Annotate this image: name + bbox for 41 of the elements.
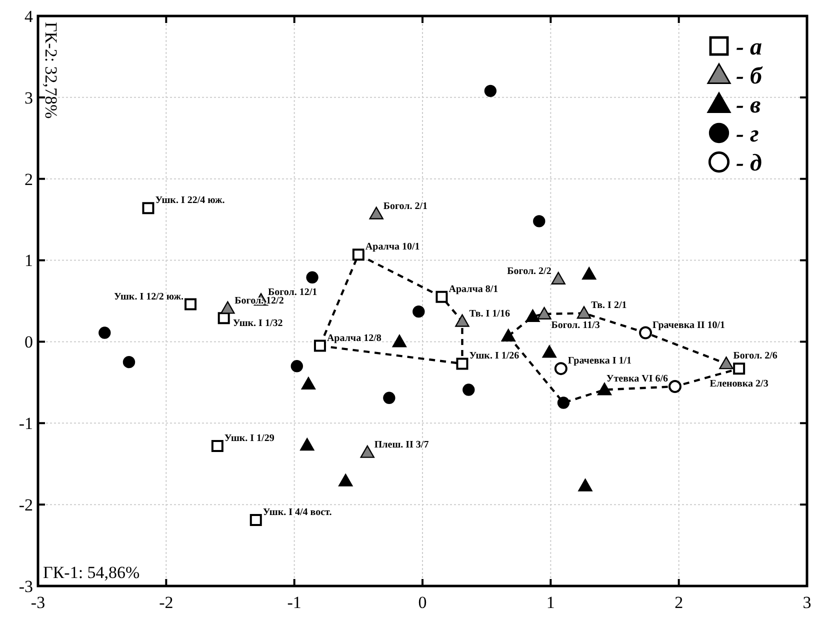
annotation: Ушк. I 1/29: [224, 432, 274, 444]
x-tick-label: 0: [418, 593, 427, 612]
legend-label: - в: [736, 92, 761, 118]
x-tick-label: -1: [287, 593, 302, 612]
y-tick-label: 3: [24, 88, 33, 108]
annotation: Богол. 2/6: [733, 350, 778, 362]
annotation: Утевка VI 6/6: [606, 374, 668, 384]
x-axis-title: ГК-1: 54,86%: [43, 563, 140, 582]
annotation: Ушк. I 1/32: [232, 318, 283, 330]
annotation: Ушк. I 12/2 юж.: [114, 291, 184, 302]
annotation: Тв. I 1/16: [469, 308, 510, 320]
x-tick-label: -2: [159, 593, 174, 612]
annotation: Тв. I 2/1: [590, 300, 627, 312]
annotation: Ушк. I 1/26: [469, 350, 520, 362]
legend-label: - д: [736, 150, 762, 176]
annotation: Грачевка I 1/1: [568, 356, 632, 367]
annotation: Аралча 12/8: [326, 332, 382, 344]
annotation: Богол. 11/3: [551, 320, 600, 332]
y-tick-label: -1: [18, 414, 33, 434]
annotation: Аралча 10/1: [365, 242, 420, 253]
legend-label: - б: [736, 63, 763, 90]
annotation: Ушк. I 4/4 вост.: [262, 507, 332, 518]
annotation: Богол. 2/2: [507, 266, 552, 278]
legend-label: - г: [736, 121, 759, 148]
y-tick-label: -3: [18, 576, 33, 596]
annotation: Еленовка 2/3: [710, 378, 768, 390]
annotation: Плеш. II 3/7: [374, 439, 429, 450]
annotation: Богол. 2/1: [383, 200, 428, 212]
y-tick-label: 4: [24, 6, 34, 26]
y-tick-label: -2: [18, 496, 33, 515]
x-tick-label: 1: [546, 593, 555, 612]
annotation: Грачевка II 10/1: [652, 320, 726, 331]
x-tick-label: 2: [674, 593, 684, 612]
legend-label: - а: [736, 34, 762, 60]
y-axis-title: ГК-2: 32,78%: [42, 22, 61, 119]
y-tick-label: 2: [24, 170, 33, 189]
annotation: Аралча 8/1: [448, 284, 498, 295]
x-tick-label: 3: [802, 593, 812, 612]
y-tick-label: 1: [24, 251, 33, 270]
y-tick-label: 0: [24, 332, 33, 352]
annotation: Ушк. I 22/4 юж.: [155, 195, 226, 206]
